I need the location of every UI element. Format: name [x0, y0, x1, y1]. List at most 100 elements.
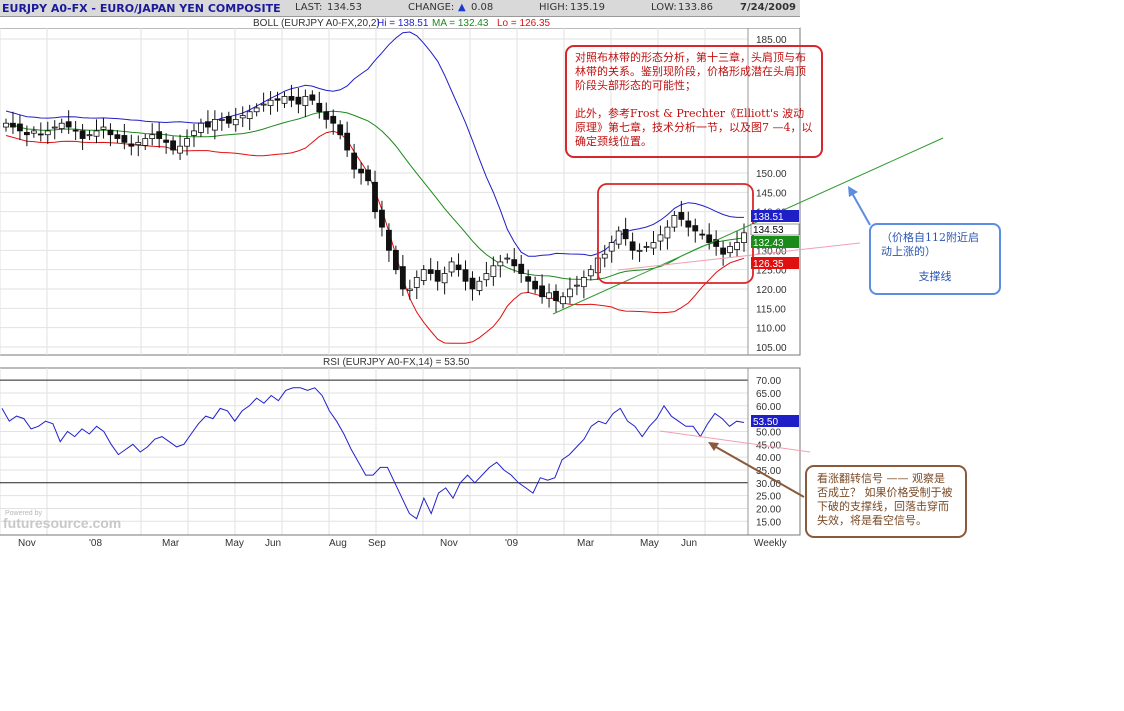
candle-body [392, 249, 399, 271]
candle-body [427, 269, 434, 274]
x-tick-label: Nov [440, 538, 458, 549]
candle-body [706, 234, 713, 244]
candle-body [37, 133, 44, 136]
x-tick-label: '09 [505, 538, 518, 549]
x-tick-label: Sep [368, 538, 386, 549]
candle-body [51, 126, 58, 129]
badge-lo-bg [751, 257, 799, 269]
candle-body [386, 229, 392, 251]
badge-ma-bg [751, 236, 799, 248]
signal-arrow [715, 446, 805, 498]
support-trendline [552, 137, 944, 315]
candle-body [413, 276, 420, 288]
candle-body [239, 115, 246, 119]
rsi-tick-label: 35.00 [756, 466, 781, 477]
neckline-extension [617, 242, 861, 271]
candle-body [441, 273, 448, 284]
boll-legend-hi: Hi = 138.51 [377, 18, 429, 29]
rsi-support-line [659, 430, 811, 453]
period-label: Weekly [754, 538, 787, 549]
badge-last: 134.53 [753, 225, 784, 236]
x-tick-label: Aug [329, 538, 347, 549]
candle-body [553, 290, 559, 302]
x-tick-label: Mar [162, 538, 180, 549]
candle-body [399, 266, 406, 290]
candle-body [351, 152, 358, 170]
annotation-main-p1: 对照布林带的形态分析，第十三章，头肩顶与布林带的关系。鉴别现阶段，价格形成潜在头… [575, 51, 806, 92]
candle-body [678, 212, 685, 220]
x-tick-label: Nov [18, 538, 36, 549]
candle-body [483, 273, 490, 281]
candle-body [539, 285, 545, 298]
candle-body [170, 140, 176, 151]
chart-header: EURJPY A0-FX - EURO/JAPAN YEN COMPOSITE … [0, 0, 800, 17]
price-panel-frame [0, 27, 801, 356]
candle-body [344, 132, 351, 151]
candle-body [720, 247, 727, 255]
candle-body [455, 264, 462, 271]
rsi-y-axis: 15.0020.0025.0030.0035.0040.0045.0050.00… [756, 376, 781, 528]
symbol-title: EURJPY A0-FX - EURO/JAPAN YEN COMPOSITE [2, 2, 281, 15]
candle-body [232, 119, 239, 126]
candle-body [664, 226, 671, 239]
x-tick-label: Mar [577, 538, 595, 549]
candle-body [615, 230, 622, 245]
low-label: LOW: [651, 2, 677, 13]
candle-body [379, 209, 385, 228]
badge-lo: 126.35 [753, 259, 784, 270]
candle-body [337, 124, 344, 136]
candle-body [107, 129, 114, 136]
candle-body [525, 276, 532, 282]
badge-rsi-bg [751, 415, 799, 427]
candle-body [128, 143, 135, 147]
candle-body [462, 269, 469, 282]
price-tick-label: 110.00 [756, 324, 786, 335]
x-axis: Nov '08 Mar May Jun Aug Sep Nov '09 Mar May Jun Week… [18, 538, 787, 549]
candle-body [149, 134, 156, 139]
candle-body [734, 242, 740, 250]
x-tick-label: May [225, 538, 244, 549]
candle-body [497, 261, 504, 267]
price-tick-label: 115.00 [756, 304, 786, 315]
candle-body [580, 276, 587, 288]
rsi-line [1, 387, 745, 520]
candle-body [650, 242, 657, 249]
candle-body [184, 138, 190, 147]
annotation-main: 对照布林带的形态分析，第十三章，头肩顶与布林带的关系。鉴别现阶段，价格形成潜在头… [565, 45, 823, 158]
date-label: 7/24/2009 [740, 2, 797, 13]
rsi-series [1, 387, 745, 520]
candle-body [30, 130, 37, 134]
candle-body [567, 288, 573, 298]
candle-body [713, 239, 720, 247]
last-label: LAST: [295, 2, 323, 13]
candle-body [114, 134, 121, 139]
rsi-tick-label: 30.00 [756, 479, 781, 490]
signal-arrow-head [708, 442, 719, 451]
badge-rsi: 53.50 [753, 417, 778, 428]
candle-body [671, 215, 678, 228]
futuresource-watermark: futuresource.com [3, 515, 121, 531]
price-tick-label: 105.00 [756, 343, 787, 354]
up-arrow-icon: ▲ [458, 2, 466, 13]
rsi-tick-label: 65.00 [756, 389, 781, 400]
candle-body [490, 265, 497, 278]
candle-body [372, 181, 378, 213]
candle-body [699, 233, 706, 236]
x-tick-label: May [640, 538, 659, 549]
candle-body [406, 288, 413, 291]
price-tick-label: 130.00 [756, 246, 787, 257]
candle-body [198, 122, 204, 133]
candle-body [504, 257, 511, 260]
candle-body [574, 284, 580, 287]
candle-body [156, 131, 163, 139]
candle-body [135, 141, 142, 146]
candle-body [274, 98, 281, 101]
candle-body [622, 229, 629, 240]
badge-last-bg [750, 223, 800, 236]
candle-body [365, 169, 371, 182]
candle-body [253, 107, 260, 113]
candle-body [79, 130, 86, 139]
candle-body [100, 126, 107, 130]
rsi-tick-label: 20.00 [756, 504, 781, 515]
